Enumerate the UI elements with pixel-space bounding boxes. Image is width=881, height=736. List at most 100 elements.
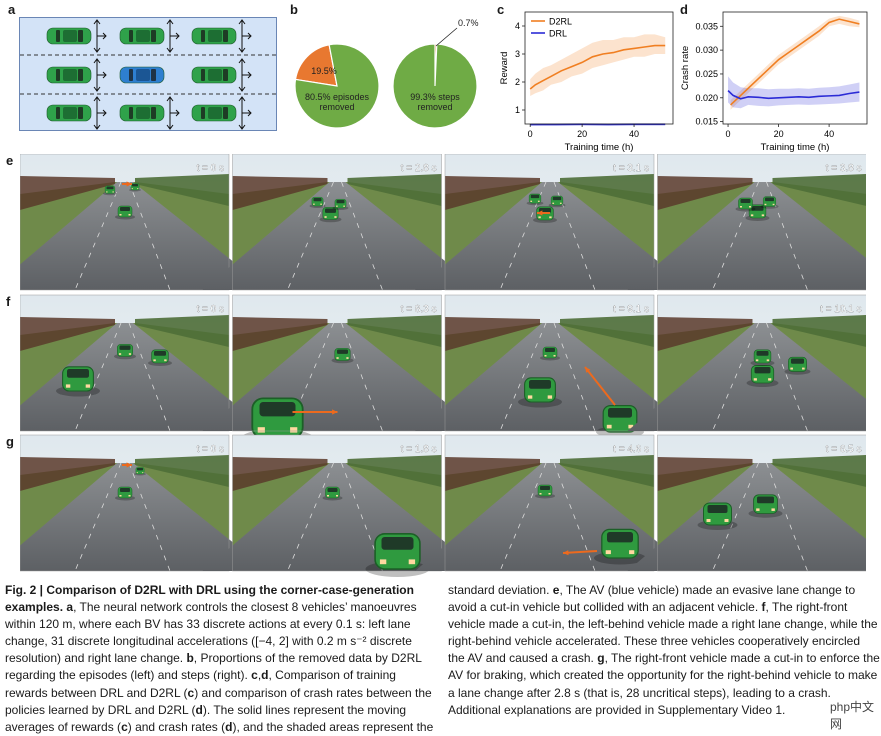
x-tick-label: 20 [774, 129, 784, 139]
pie-minor-label: 19.5% [311, 66, 337, 76]
frame-time-label: t = 6.5 s [826, 444, 862, 455]
x-tick-label: 20 [577, 129, 587, 139]
vehicle-light [725, 519, 729, 522]
car-windshield [78, 107, 83, 119]
frame-time-label: t = 2.8 s [401, 163, 437, 174]
vehicle [785, 357, 811, 375]
vehicle-window [107, 187, 114, 190]
car-rear-window [129, 69, 133, 81]
car-rear-window [56, 30, 60, 42]
vehicle-window [120, 488, 130, 492]
vehicle-light [606, 550, 611, 554]
car-roof [136, 107, 150, 119]
vehicle-light [765, 204, 767, 205]
vehicle-light [409, 559, 415, 564]
vehicle-light [142, 472, 143, 473]
vehicle-window [120, 346, 131, 350]
pie-label: removed [417, 102, 452, 112]
vehicle-light [137, 188, 138, 189]
frame-e-4: t = 3.8 s [628, 154, 867, 290]
av-car [120, 67, 164, 83]
panel-label-a: a [8, 2, 15, 17]
frame-time-label: t = 1.8 s [401, 444, 437, 455]
caption-right-column: standard deviation. e, The AV (blue vehi… [448, 582, 880, 719]
vehicle-window [137, 468, 143, 470]
vehicle-light [548, 395, 552, 398]
panel-label-e: e [6, 153, 13, 168]
vehicle-light [290, 427, 297, 432]
pie-leader-line [436, 28, 457, 46]
frame-g-4: t = 6.5 s [628, 435, 867, 571]
vehicle-light [346, 357, 348, 359]
y-axis-label: Reward [499, 52, 510, 85]
car-roof [136, 30, 150, 42]
pie-label: 99.3% steps [410, 92, 460, 102]
vehicle-light [771, 508, 774, 511]
y-tick-label: 0.015 [695, 117, 718, 127]
vehicle [594, 529, 646, 564]
vehicle-light [762, 214, 764, 216]
vehicle-light [380, 559, 386, 564]
vehicle-window [328, 488, 338, 492]
vehicle-light [313, 204, 315, 205]
plot-frame [723, 12, 867, 124]
bv-car [47, 105, 91, 121]
legend-entry: D2RL [549, 17, 572, 27]
vehicle-light [707, 519, 711, 522]
vehicle [115, 487, 135, 501]
y-tick-label: 1 [515, 105, 520, 115]
vehicle-light [538, 201, 540, 202]
pie-minor-label: 0.7% [458, 18, 479, 28]
vehicle-window [531, 195, 539, 198]
vehicle-light [756, 359, 758, 361]
caption-left-column: Fig. 2 | Comparison of D2RL with DRL usi… [5, 582, 435, 736]
y-tick-label: 2 [515, 77, 520, 87]
vehicle-light [754, 378, 757, 380]
car-rear-window [201, 69, 205, 81]
vehicle-window [260, 402, 296, 416]
frame-time-label: t = 4.6 s [613, 444, 649, 455]
vehicle [103, 186, 117, 195]
vehicle-light [334, 216, 336, 218]
vehicle-light [538, 216, 540, 218]
vehicle-window [757, 351, 769, 356]
vehicle-light [549, 216, 551, 218]
car-windshield [223, 107, 228, 119]
frame-time-label: t = 10.1 s [820, 304, 861, 315]
vehicle [549, 196, 566, 207]
vehicle-window [791, 359, 804, 364]
vehicle [114, 344, 136, 359]
car-roof [63, 107, 77, 119]
vehicle-light [773, 204, 775, 205]
vehicle-light [790, 368, 793, 370]
x-tick-label: 0 [528, 129, 533, 139]
vehicle [310, 197, 326, 208]
vehicle-light [629, 550, 634, 554]
vehicle [736, 198, 756, 212]
lane-diagram [19, 17, 277, 131]
caption-bold-text: b [186, 651, 193, 665]
y-axis-label: Crash rate [680, 46, 691, 90]
vehicle-window [154, 351, 166, 356]
frame-time-label: t = 3.8 s [826, 163, 862, 174]
x-tick-label: 40 [629, 129, 639, 139]
vehicle-window [337, 350, 348, 354]
vehicle-light [132, 188, 133, 189]
vehicle-light [343, 206, 345, 207]
car-roof [63, 30, 77, 42]
vehicle-window [337, 200, 345, 203]
vehicle-window [67, 369, 89, 378]
caption-bold-text: g [597, 651, 604, 665]
vehicle-light [336, 495, 338, 497]
caption-text: standard deviation. [448, 583, 553, 597]
vehicle-light [767, 359, 769, 361]
frame-time-label: t = 9.1 s [613, 304, 649, 315]
vehicle [533, 207, 557, 223]
vehicle-light [607, 425, 612, 429]
vehicle-window [755, 367, 771, 373]
vehicle-light [324, 216, 326, 218]
